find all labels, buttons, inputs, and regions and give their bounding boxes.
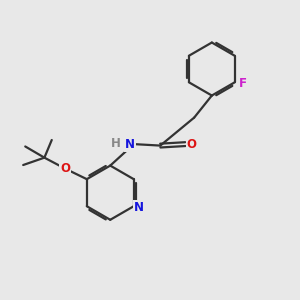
Text: H: H	[111, 137, 121, 150]
Text: O: O	[187, 138, 197, 151]
Text: O: O	[60, 162, 70, 175]
Text: F: F	[239, 77, 247, 90]
Text: N: N	[134, 201, 144, 214]
Text: N: N	[125, 138, 135, 151]
